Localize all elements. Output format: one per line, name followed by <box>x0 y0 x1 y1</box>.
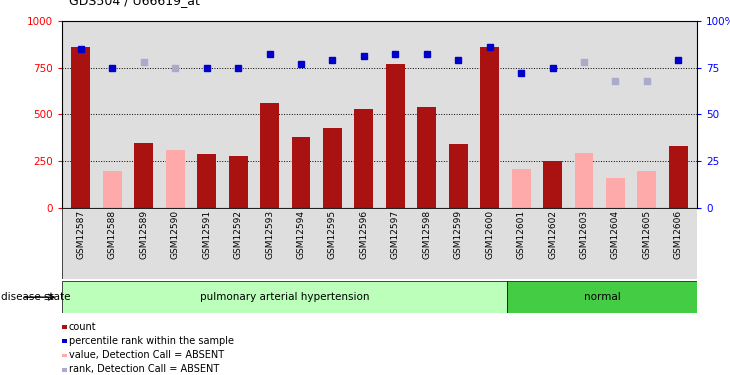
Text: GSM12603: GSM12603 <box>580 210 588 259</box>
Bar <box>134 142 153 208</box>
Bar <box>512 169 531 208</box>
Text: GSM12598: GSM12598 <box>422 210 431 259</box>
Text: GSM12601: GSM12601 <box>517 210 526 259</box>
Bar <box>166 150 185 208</box>
Bar <box>543 161 562 208</box>
Text: normal: normal <box>583 292 620 302</box>
Text: percentile rank within the sample: percentile rank within the sample <box>69 336 234 346</box>
Bar <box>575 153 593 208</box>
Text: GSM12593: GSM12593 <box>265 210 274 259</box>
Text: GSM12604: GSM12604 <box>611 210 620 258</box>
Text: GSM12596: GSM12596 <box>359 210 369 259</box>
Text: rank, Detection Call = ABSENT: rank, Detection Call = ABSENT <box>69 364 219 374</box>
Text: GSM12588: GSM12588 <box>108 210 117 259</box>
Text: GSM12590: GSM12590 <box>171 210 180 259</box>
Bar <box>507 281 697 313</box>
Text: GSM12589: GSM12589 <box>139 210 148 259</box>
Text: GSM12605: GSM12605 <box>642 210 651 259</box>
Text: GSM12606: GSM12606 <box>674 210 683 259</box>
Text: pulmonary arterial hypertension: pulmonary arterial hypertension <box>199 292 369 302</box>
Text: disease state: disease state <box>1 292 70 302</box>
Bar <box>606 178 625 208</box>
Text: GSM12602: GSM12602 <box>548 210 557 258</box>
Bar <box>355 109 373 208</box>
Bar <box>386 64 404 208</box>
Text: GDS504 / U66619_at: GDS504 / U66619_at <box>69 0 200 8</box>
Text: GSM12592: GSM12592 <box>234 210 242 258</box>
Bar <box>103 171 122 208</box>
Text: GSM12599: GSM12599 <box>454 210 463 259</box>
Bar <box>291 137 310 208</box>
Text: GSM12587: GSM12587 <box>77 210 85 259</box>
Text: value, Detection Call = ABSENT: value, Detection Call = ABSENT <box>69 350 223 360</box>
Bar <box>480 47 499 208</box>
Text: GSM12595: GSM12595 <box>328 210 337 259</box>
Bar <box>62 281 507 313</box>
Text: GSM12597: GSM12597 <box>391 210 400 259</box>
Text: GSM12600: GSM12600 <box>485 210 494 259</box>
Text: GSM12591: GSM12591 <box>202 210 211 259</box>
Bar <box>72 47 91 208</box>
Bar <box>449 144 468 208</box>
Bar <box>260 103 279 208</box>
Bar <box>418 107 437 208</box>
Text: count: count <box>69 322 96 332</box>
Bar <box>669 146 688 208</box>
Text: GSM12594: GSM12594 <box>296 210 305 258</box>
Bar <box>197 154 216 208</box>
Bar <box>228 156 247 208</box>
Bar <box>323 128 342 208</box>
Bar <box>62 208 697 279</box>
Bar <box>637 171 656 208</box>
